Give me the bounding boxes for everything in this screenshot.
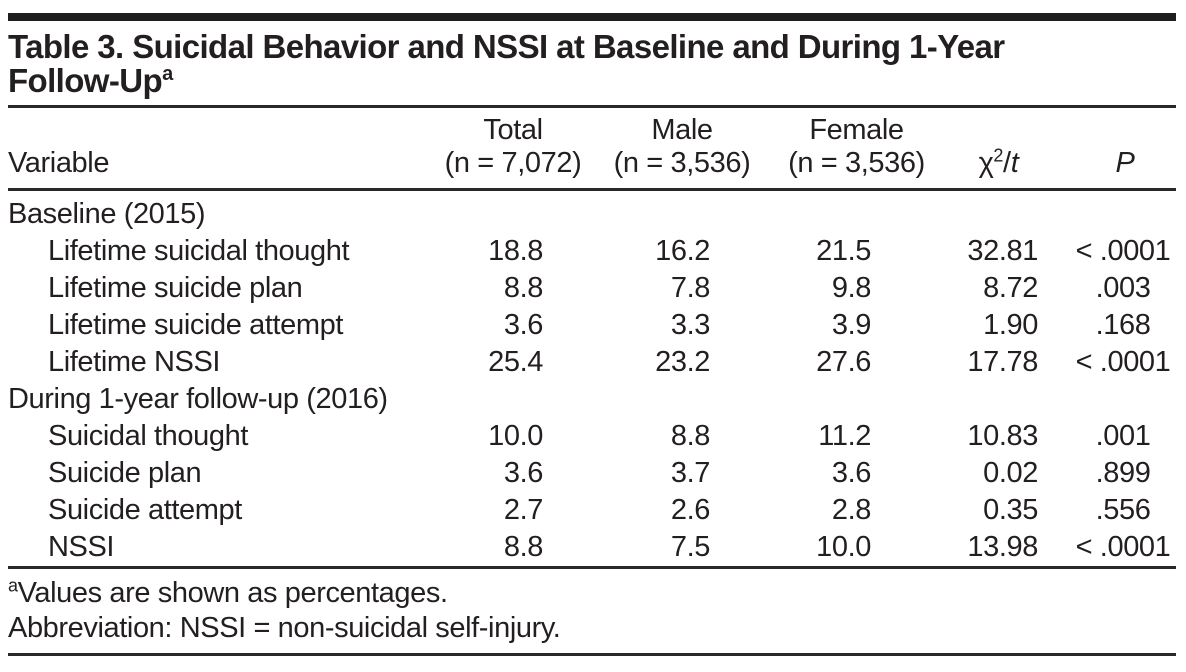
table-row: Suicidal thought 10.0 8.8 11.2 10.83 .00… bbox=[8, 418, 1176, 455]
cell-male: 7.8 bbox=[670, 272, 711, 304]
row-label: Lifetime suicidal thought bbox=[48, 235, 350, 267]
footnote-a-text: Values are shown as percentages. bbox=[17, 577, 448, 609]
cell-chi-t: 32.81 bbox=[967, 235, 1038, 267]
results-table: Variable Total (n = 7,072) Male (n = 3,5… bbox=[8, 108, 1176, 569]
cell-female: 21.5 bbox=[816, 235, 871, 267]
footnote-a-marker: a bbox=[8, 575, 18, 596]
cell-p: .556 bbox=[1095, 494, 1151, 526]
cell-chi-t: 0.02 bbox=[983, 457, 1038, 489]
chi-exponent: 2 bbox=[993, 145, 1004, 166]
cell-total: 3.6 bbox=[503, 309, 544, 341]
column-header-total-n: (n = 7,072) bbox=[444, 147, 582, 179]
table-row: NSSI 8.8 7.5 10.0 13.98 < .0001 bbox=[8, 529, 1176, 568]
cell-p: .001 bbox=[1095, 420, 1151, 452]
cell-chi-t: 1.90 bbox=[983, 309, 1038, 341]
row-label: Suicide attempt bbox=[48, 494, 242, 526]
cell-total: 25.4 bbox=[488, 346, 543, 378]
row-label: Lifetime NSSI bbox=[48, 346, 221, 378]
row-label: NSSI bbox=[48, 531, 115, 563]
table-row: Lifetime suicide plan 8.8 7.8 9.8 8.72 .… bbox=[8, 270, 1176, 307]
column-header-female-group: Female bbox=[809, 114, 904, 146]
cell-chi-t: 8.72 bbox=[983, 272, 1038, 304]
cell-p: .899 bbox=[1095, 457, 1151, 489]
cell-total: 3.6 bbox=[503, 457, 544, 489]
cell-female: 27.6 bbox=[816, 346, 871, 378]
cell-female: 11.2 bbox=[818, 420, 871, 452]
cell-total: 2.7 bbox=[503, 494, 544, 526]
cell-p: < .0001 bbox=[1075, 346, 1171, 378]
row-label: Lifetime suicide attempt bbox=[48, 309, 344, 341]
chi-slash: / bbox=[1003, 147, 1011, 179]
cell-male: 7.5 bbox=[670, 531, 711, 563]
cell-female: 3.9 bbox=[831, 309, 872, 341]
table-title-line2-text: Follow-Up bbox=[8, 62, 163, 99]
cell-chi-t: 0.35 bbox=[983, 494, 1038, 526]
chi-symbol: χ bbox=[978, 147, 994, 179]
column-header-chi-square-t: χ2/t bbox=[933, 108, 1048, 191]
cell-female: 10.0 bbox=[816, 531, 871, 563]
row-label: Suicidal thought bbox=[48, 420, 248, 452]
cell-p: .168 bbox=[1095, 309, 1151, 341]
column-header-male-n: (n = 3,536) bbox=[613, 147, 751, 179]
row-label: Lifetime suicide plan bbox=[48, 272, 303, 304]
footnote-a: aValues are shown as percentages. bbox=[8, 576, 1176, 611]
column-header-female: Female (n = 3,536) bbox=[758, 108, 933, 191]
row-label: Suicide plan bbox=[48, 457, 202, 489]
cell-chi-t: 10.83 bbox=[967, 420, 1038, 452]
cell-male: 3.3 bbox=[670, 309, 711, 341]
table-row: Suicide attempt 2.7 2.6 2.8 0.35 .556 bbox=[8, 492, 1176, 529]
table-row: Lifetime NSSI 25.4 23.2 27.6 17.78 < .00… bbox=[8, 344, 1176, 381]
cell-male: 16.2 bbox=[655, 235, 710, 267]
column-header-variable: Variable bbox=[8, 108, 438, 191]
cell-male: 3.7 bbox=[670, 457, 711, 489]
table-header: Variable Total (n = 7,072) Male (n = 3,5… bbox=[8, 108, 1176, 191]
cell-p: .003 bbox=[1095, 272, 1151, 304]
cell-p: < .0001 bbox=[1075, 531, 1171, 563]
top-heavy-rule bbox=[8, 13, 1176, 21]
table-title: Table 3. Suicidal Behavior and NSSI at B… bbox=[8, 30, 1176, 98]
cell-female: 2.8 bbox=[831, 494, 872, 526]
column-header-p: P bbox=[1048, 108, 1176, 191]
cell-male: 8.8 bbox=[670, 420, 711, 452]
section-label: During 1-year follow-up (2016) bbox=[8, 383, 388, 415]
column-header-male: Male (n = 3,536) bbox=[588, 108, 758, 191]
cell-female: 9.8 bbox=[831, 272, 872, 304]
title-footnote-marker: a bbox=[162, 63, 173, 85]
section-label: Baseline (2015) bbox=[8, 198, 206, 230]
cell-total: 18.8 bbox=[488, 235, 543, 267]
footnote-abbreviation: Abbreviation: NSSI = non-suicidal self-i… bbox=[8, 612, 561, 644]
cell-male: 2.6 bbox=[670, 494, 711, 526]
column-header-female-n: (n = 3,536) bbox=[788, 147, 925, 179]
column-header-male-group: Male bbox=[651, 114, 713, 146]
rule-under-title bbox=[8, 105, 1176, 108]
table-title-line1: Table 3. Suicidal Behavior and NSSI at B… bbox=[8, 28, 1005, 65]
table-row: Lifetime suicidal thought 18.8 16.2 21.5… bbox=[8, 233, 1176, 270]
cell-total: 8.8 bbox=[503, 531, 544, 563]
cell-chi-t: 13.98 bbox=[967, 531, 1038, 563]
section-row-baseline: Baseline (2015) bbox=[8, 190, 1176, 234]
cell-p: < .0001 bbox=[1075, 235, 1171, 267]
cell-chi-t: 17.78 bbox=[967, 346, 1038, 378]
cell-male: 23.2 bbox=[655, 346, 710, 378]
cell-total: 8.8 bbox=[503, 272, 544, 304]
cell-female: 3.6 bbox=[831, 457, 872, 489]
table-footnotes: aValues are shown as percentages. Abbrev… bbox=[8, 576, 1176, 646]
column-header-total: Total (n = 7,072) bbox=[438, 108, 588, 191]
t-symbol: t bbox=[1010, 147, 1019, 179]
bottom-rule bbox=[8, 653, 1176, 656]
column-header-total-group: Total bbox=[483, 114, 543, 146]
section-row-followup: During 1-year follow-up (2016) bbox=[8, 381, 1176, 418]
table-body: Baseline (2015) Lifetime suicidal though… bbox=[8, 190, 1176, 568]
table-row: Suicide plan 3.6 3.7 3.6 0.02 .899 bbox=[8, 455, 1176, 492]
cell-total: 10.0 bbox=[488, 420, 543, 452]
table-title-line2: Follow-Upa bbox=[8, 64, 1176, 98]
table-row: Lifetime suicide attempt 3.6 3.3 3.9 1.9… bbox=[8, 307, 1176, 344]
